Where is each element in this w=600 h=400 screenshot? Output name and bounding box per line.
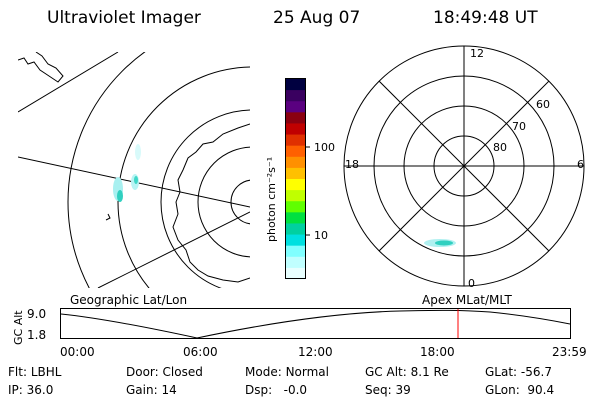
colorbar-segment bbox=[286, 134, 305, 147]
colorbar-segment bbox=[286, 223, 305, 236]
meridian-line bbox=[97, 211, 250, 288]
colorbar bbox=[285, 78, 310, 280]
altitude-xtick: 23:59 bbox=[552, 345, 587, 359]
altitude-xtick: 12:00 bbox=[298, 345, 333, 359]
altitude-curve bbox=[60, 309, 571, 339]
lat-circle bbox=[230, 179, 250, 225]
colorbar-segment bbox=[286, 101, 305, 113]
coastline bbox=[105, 213, 111, 221]
colorbar-unit-label: photon cm⁻²s⁻¹ bbox=[265, 156, 278, 242]
status-mode: Mode: Normal bbox=[245, 365, 329, 379]
colorbar-segment bbox=[286, 156, 305, 169]
status-seq: Seq: 39 bbox=[365, 383, 411, 397]
lat-circle bbox=[160, 109, 250, 288]
date-label: 25 Aug 07 bbox=[273, 8, 361, 28]
colorbar-segment bbox=[286, 145, 305, 158]
aurora-emission bbox=[113, 144, 141, 202]
mlt-diagonal bbox=[378, 80, 550, 252]
left-panel-label: Geographic Lat/Lon bbox=[70, 293, 188, 307]
altitude-xtick: 06:00 bbox=[183, 345, 218, 359]
lat-circle bbox=[117, 66, 250, 288]
altitude-xtick: 00:00 bbox=[60, 345, 95, 359]
colorbar-segment bbox=[286, 167, 305, 180]
altitude-frame bbox=[60, 308, 571, 339]
colorbar-tick-label: 100 bbox=[314, 141, 335, 154]
colorbar-tick-label: 10 bbox=[314, 229, 328, 242]
mlat-label-80: 80 bbox=[493, 141, 507, 154]
colorbar-segment bbox=[286, 190, 305, 202]
coastline bbox=[172, 123, 250, 283]
colorbar-segment bbox=[286, 245, 305, 258]
altitude-xtick: 18:00 bbox=[420, 345, 455, 359]
altitude-ylabel: GC Alt bbox=[12, 310, 25, 345]
aurora-emission bbox=[424, 239, 456, 247]
status-gain: Gain: 14 bbox=[126, 383, 177, 397]
mlat-label-60: 60 bbox=[536, 98, 550, 111]
mlt-label-18: 18 bbox=[345, 158, 359, 171]
colorbar-segment bbox=[286, 90, 305, 102]
colorbar-segment bbox=[286, 267, 305, 280]
right-panel-label: Apex MLat/MLT bbox=[422, 293, 512, 307]
mlt-label-6: 6 bbox=[577, 158, 584, 171]
time-label: 18:49:48 UT bbox=[433, 8, 538, 28]
geographic-map bbox=[18, 52, 250, 288]
mlt-label-12: 12 bbox=[470, 47, 484, 60]
colorbar-segment bbox=[286, 179, 305, 191]
mlat-label-70: 70 bbox=[512, 120, 526, 133]
lat-circle bbox=[67, 52, 146, 288]
status-dsp: Dsp: -0.0 bbox=[245, 383, 308, 397]
altitude-plot bbox=[60, 308, 571, 339]
altitude-ytick: 9.0 bbox=[27, 307, 47, 321]
colorbar-segment bbox=[286, 256, 305, 269]
colorbar-segment bbox=[286, 212, 305, 224]
status-glon: GLon: 90.4 bbox=[485, 383, 555, 397]
status-door: Door: Closed bbox=[126, 365, 203, 379]
colorbar-segment bbox=[286, 234, 305, 247]
status-glat: GLat: -56.7 bbox=[485, 365, 552, 379]
colorbar-segment bbox=[286, 201, 305, 213]
mlt-label-0: 0 bbox=[468, 277, 475, 290]
lat-circle bbox=[197, 146, 250, 258]
meridian-line bbox=[18, 52, 119, 113]
status-gc-alt: GC Alt: 8.1 Re bbox=[365, 365, 449, 379]
colorbar-frame bbox=[285, 78, 306, 279]
altitude-ytick: 1.8 bbox=[27, 328, 47, 342]
status-flt: Flt: LBHL bbox=[8, 365, 62, 379]
colorbar-segment bbox=[286, 79, 305, 91]
status-ip: IP: 36.0 bbox=[8, 383, 54, 397]
colorbar-segment bbox=[286, 123, 305, 136]
coastline bbox=[18, 52, 64, 83]
polar-plot bbox=[343, 45, 585, 287]
colorbar-segment bbox=[286, 112, 305, 124]
instrument-title: Ultraviolet Imager bbox=[47, 8, 201, 28]
